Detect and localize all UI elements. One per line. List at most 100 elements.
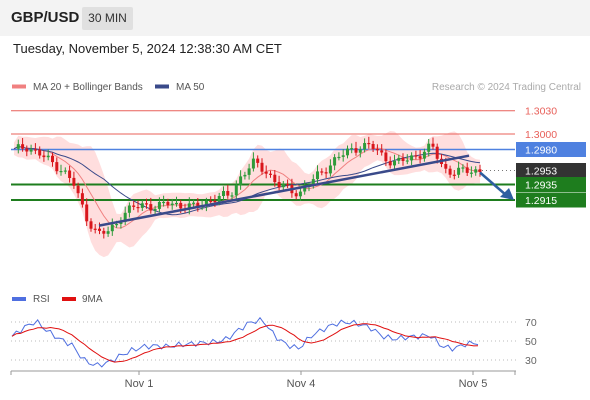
candle-body: [76, 185, 80, 194]
candle-body: [42, 155, 46, 158]
candle-body: [243, 174, 247, 177]
candle-body: [25, 148, 29, 152]
price-tag-bg-2: [516, 142, 586, 157]
candle-body: [277, 182, 281, 188]
price-tag-1: 1.3000: [525, 129, 557, 141]
candle-body: [72, 177, 76, 186]
candle-body: [448, 168, 452, 175]
candle-body: [170, 203, 174, 206]
candle-body: [337, 156, 341, 159]
ma20-legend-label: MA 20 + Bollinger Bands: [33, 82, 143, 93]
rsi-ma-legend-swatch: [62, 297, 76, 301]
candle-body: [397, 157, 401, 161]
candle-body: [311, 179, 315, 186]
forecast-arrowhead: [500, 188, 514, 200]
candle-body: [217, 196, 221, 203]
candle-body: [136, 207, 140, 209]
candle-body: [59, 171, 63, 173]
candle-body: [457, 167, 461, 175]
candle-body: [226, 191, 230, 196]
candle-body: [33, 149, 37, 151]
candle-body: [166, 201, 170, 206]
candle-body: [230, 195, 234, 197]
candle-body: [38, 149, 42, 156]
candle-body: [140, 203, 144, 208]
candle-body: [46, 155, 50, 158]
candle-body: [196, 202, 200, 208]
candle-body: [251, 158, 255, 169]
candle-body: [316, 171, 319, 180]
candle-body: [281, 184, 285, 188]
rsi-ma-line: [11, 323, 479, 363]
candle-body: [354, 148, 358, 153]
candle-body: [68, 170, 72, 178]
candle-body: [452, 174, 456, 176]
candle-body: [435, 146, 439, 159]
price-tag-0: 1.3030: [525, 106, 557, 118]
candle-body: [132, 205, 136, 207]
candle-body: [320, 171, 324, 173]
candle-body: [119, 221, 123, 224]
candle-body: [380, 150, 384, 153]
candle-body: [222, 191, 225, 196]
candle-body: [478, 169, 482, 172]
credit-text: Research © 2024 Trading Central: [432, 82, 581, 93]
forecast-arrow: [479, 171, 507, 196]
ma50-legend-label: MA 50: [176, 82, 205, 93]
ma20-line: [13, 145, 481, 229]
rsi-tick-1: 50: [525, 336, 537, 348]
candle-body: [213, 201, 217, 203]
candle-body: [247, 168, 251, 175]
candle-body: [234, 185, 238, 196]
ma20-legend-swatch: [12, 84, 26, 89]
candle-body: [256, 158, 260, 163]
candle-body: [294, 193, 298, 197]
candle-body: [350, 148, 354, 150]
candle-body: [405, 160, 409, 162]
candle-body: [106, 231, 110, 234]
candle-body: [153, 208, 157, 211]
candle-body: [93, 228, 97, 230]
candle-body: [157, 202, 161, 209]
candle-body: [431, 143, 435, 147]
candle-body: [358, 149, 362, 153]
candle-body: [367, 143, 371, 145]
candle-body: [192, 202, 196, 204]
candle-body: [410, 155, 414, 161]
timeframe-button[interactable]: 30 MIN: [82, 7, 133, 30]
x-label-2: Nov 5: [459, 378, 488, 390]
candle-body: [149, 204, 153, 211]
price-tag-bg-4: [516, 177, 586, 192]
price-tag-3: 1.2953: [525, 166, 557, 178]
candle-body: [63, 170, 67, 172]
candle-body: [85, 204, 89, 222]
candle-body: [371, 144, 375, 149]
bollinger-band: [14, 131, 480, 258]
candle-body: [123, 212, 127, 222]
candle-body: [286, 184, 290, 186]
candle-body: [80, 193, 84, 205]
rsi-legend-swatch: [12, 297, 26, 301]
rsi-legend-label: RSI: [33, 294, 50, 305]
candle-body: [260, 162, 264, 172]
trend-line: [98, 154, 470, 227]
x-label-0: Nov 1: [125, 378, 154, 390]
price-tag-bg-5: [516, 192, 586, 208]
candle-body: [179, 202, 183, 209]
candle-body: [474, 169, 478, 173]
candle-body: [115, 224, 119, 226]
rsi-ma-legend-label: 9MA: [82, 294, 103, 305]
candle-body: [98, 228, 101, 231]
candle-body: [469, 172, 473, 174]
price-tag-4: 1.2935: [525, 180, 557, 192]
symbol-title: GBP/USD: [11, 9, 80, 26]
candle-body: [51, 155, 54, 163]
candle-body: [209, 200, 213, 203]
candle-body: [418, 156, 422, 159]
header-bar: GBP/USD 30 MIN: [0, 0, 590, 36]
candle-body: [264, 171, 268, 174]
candle-body: [127, 205, 131, 213]
candle-body: [204, 200, 208, 207]
